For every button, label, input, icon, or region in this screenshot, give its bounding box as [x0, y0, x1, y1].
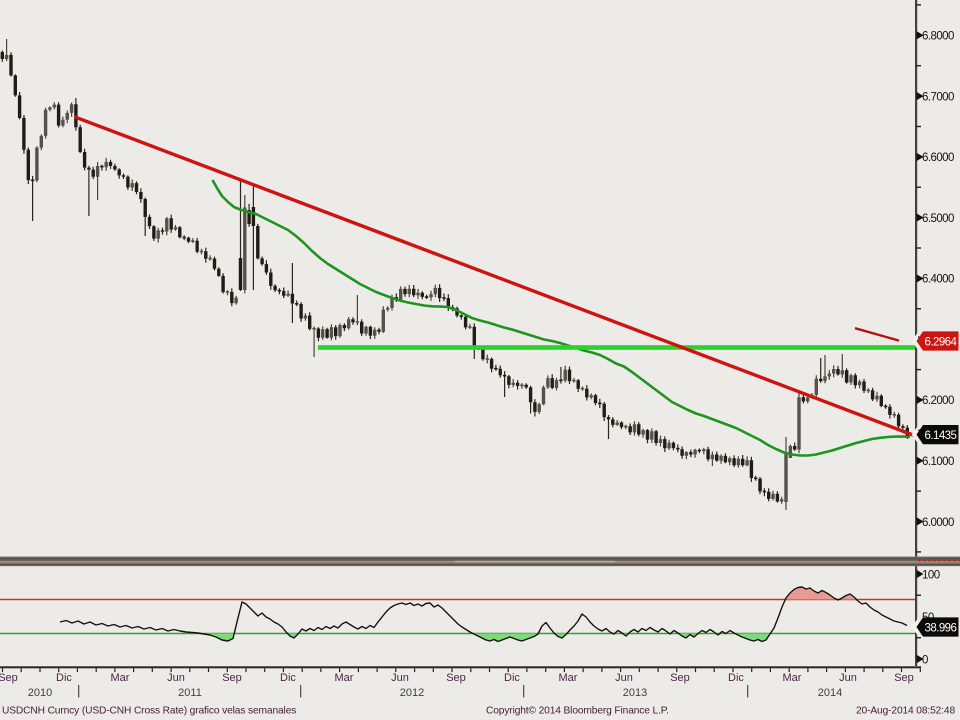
svg-text:Sep: Sep [0, 672, 18, 684]
svg-text:Dic: Dic [504, 672, 520, 684]
svg-text:Copyright© 2014 Bloomberg Fina: Copyright© 2014 Bloomberg Finance L.P. [486, 706, 669, 717]
svg-text:20-Aug-2014 08:52:48: 20-Aug-2014 08:52:48 [856, 706, 955, 717]
svg-text:Mar: Mar [335, 672, 354, 684]
svg-text:6.0000: 6.0000 [922, 517, 954, 529]
svg-text:Sep: Sep [894, 672, 914, 684]
svg-text:100: 100 [922, 569, 940, 581]
svg-text:6.1435: 6.1435 [925, 430, 957, 442]
svg-text:Jun: Jun [391, 672, 409, 684]
svg-text:6.2000: 6.2000 [922, 395, 954, 407]
svg-text:2014: 2014 [818, 687, 842, 699]
svg-text:6.5000: 6.5000 [922, 213, 954, 225]
svg-text:6.4000: 6.4000 [922, 274, 954, 286]
svg-text:2012: 2012 [400, 687, 424, 699]
svg-text:Mar: Mar [783, 672, 802, 684]
svg-text:6.8000: 6.8000 [922, 31, 954, 43]
svg-text:6.1000: 6.1000 [922, 456, 954, 468]
svg-text:2013: 2013 [623, 687, 647, 699]
svg-text:38.996: 38.996 [925, 622, 957, 634]
svg-text:Sep: Sep [222, 672, 242, 684]
svg-text:USDCNH Curncy (USD-CNH Cross R: USDCNH Curncy (USD-CNH Cross Rate) grafi… [2, 706, 296, 717]
svg-text:Dic: Dic [280, 672, 296, 684]
svg-text:6.6000: 6.6000 [922, 152, 954, 164]
svg-text:Dic: Dic [728, 672, 744, 684]
svg-text:Jun: Jun [839, 672, 857, 684]
svg-text:0: 0 [922, 654, 928, 666]
svg-text:6.2964: 6.2964 [925, 336, 958, 348]
svg-text:Mar: Mar [559, 672, 578, 684]
svg-text:Dic: Dic [56, 672, 72, 684]
svg-text:Jun: Jun [615, 672, 633, 684]
svg-text:2010: 2010 [28, 687, 52, 699]
svg-text:Jun: Jun [167, 672, 185, 684]
svg-text:6.7000: 6.7000 [922, 91, 954, 103]
svg-text:Mar: Mar [111, 672, 130, 684]
svg-text:2011: 2011 [178, 687, 202, 699]
svg-text:Sep: Sep [446, 672, 466, 684]
svg-text:Sep: Sep [670, 672, 690, 684]
